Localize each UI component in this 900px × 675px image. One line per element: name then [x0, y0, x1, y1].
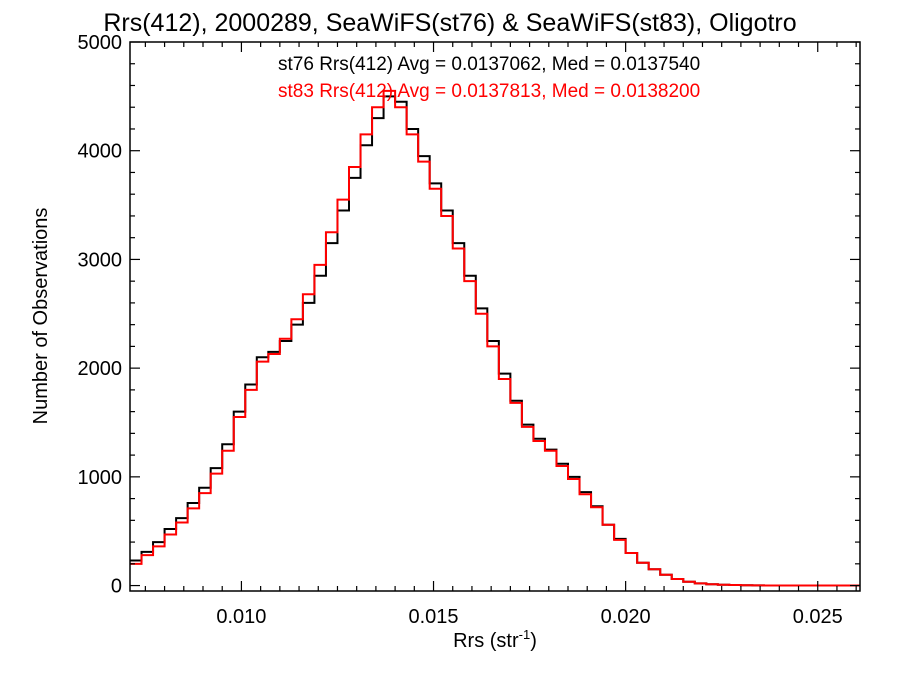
x-axis-label-superscript: -1: [519, 627, 531, 642]
x-tick-label-1: 0.015: [408, 606, 458, 628]
x-tick-label-3: 0.025: [793, 606, 843, 628]
x-axis-label-main: Rrs (str: [453, 630, 519, 652]
y-axis-label: Number of Observations: [30, 208, 52, 425]
y-tick-label-4: 4000: [78, 141, 123, 163]
y-axis: 0 1000 2000 3000 4000 5000: [78, 32, 860, 598]
plot-frame: [129, 41, 861, 592]
x-axis-label-close: ): [530, 630, 537, 652]
series-group: [130, 89, 860, 587]
y-tick-label-0: 0: [111, 576, 122, 598]
y-tick-label-2: 2000: [78, 358, 123, 380]
series-line-1: [130, 89, 860, 587]
y-tick-label-1: 1000: [78, 467, 123, 489]
x-tick-label-2: 0.020: [601, 606, 651, 628]
x-axis-label: Rrs (str-1): [453, 627, 537, 652]
chart-title: Rrs(412), 2000289, SeaWiFS(st76) & SeaWi…: [103, 9, 796, 37]
legend-entry-st83: st83 Rrs(412) Avg = 0.0137813, Med = 0.0…: [278, 81, 700, 102]
y-tick-label-3: 3000: [78, 249, 123, 271]
x-tick-label-0: 0.010: [216, 606, 266, 628]
y-tick-label-5: 5000: [78, 32, 123, 54]
series-line-0: [130, 95, 860, 587]
legend-entry-st76: st76 Rrs(412) Avg = 0.0137062, Med = 0.0…: [278, 54, 700, 75]
x-axis: 0.010 0.015 0.020 0.025: [144, 42, 857, 628]
